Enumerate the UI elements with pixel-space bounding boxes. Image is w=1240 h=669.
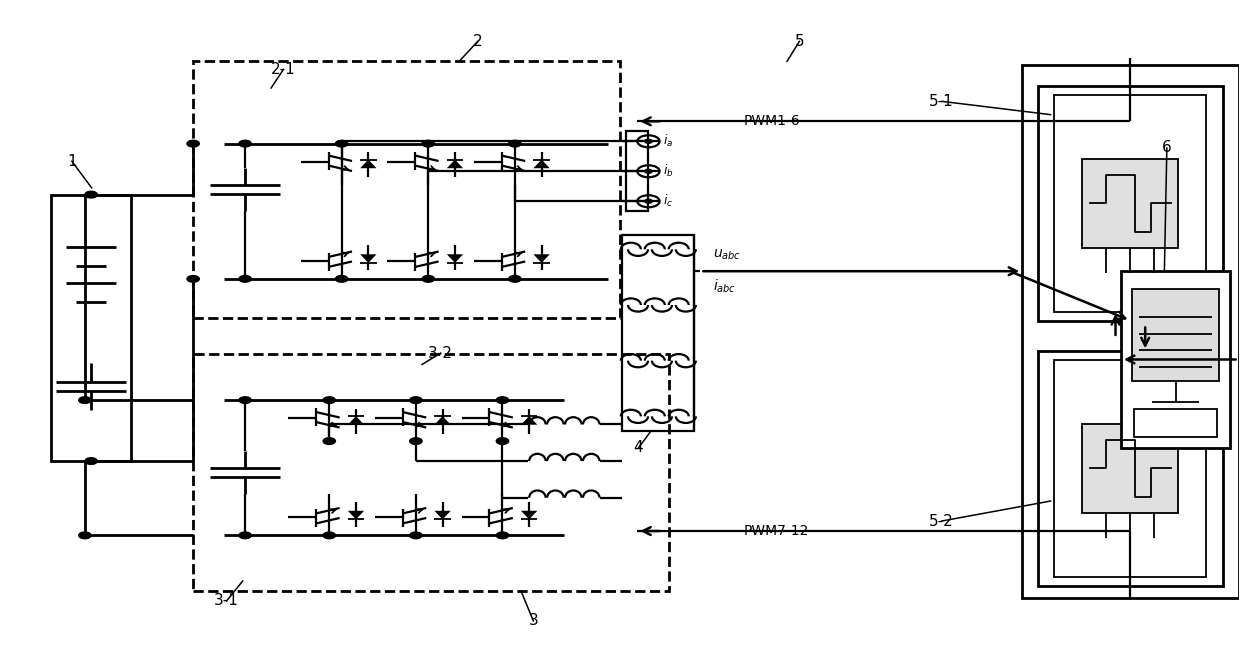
Bar [1132, 289, 1219, 381]
Text: 5: 5 [795, 34, 805, 49]
Circle shape [239, 532, 252, 539]
Bar [1054, 94, 1207, 312]
Circle shape [496, 438, 508, 444]
Polygon shape [434, 511, 451, 519]
Circle shape [78, 532, 91, 539]
Circle shape [496, 397, 508, 403]
Circle shape [496, 532, 508, 539]
Text: $i_{abc}$: $i_{abc}$ [713, 277, 737, 294]
Polygon shape [446, 160, 463, 168]
Text: 2: 2 [472, 34, 482, 49]
Circle shape [336, 276, 347, 282]
Circle shape [239, 140, 252, 147]
Bar [1038, 86, 1223, 320]
Bar [51, 195, 131, 461]
Text: 3-2: 3-2 [428, 346, 453, 361]
Bar [1121, 271, 1230, 448]
Text: $i_c$: $i_c$ [663, 193, 673, 209]
Circle shape [84, 191, 97, 198]
Text: 5-1: 5-1 [929, 94, 954, 109]
Circle shape [84, 458, 97, 464]
Circle shape [239, 397, 252, 403]
Circle shape [187, 276, 200, 282]
Circle shape [324, 532, 336, 539]
Polygon shape [434, 416, 451, 425]
Circle shape [508, 140, 521, 147]
Text: $i_b$: $i_b$ [663, 163, 673, 179]
Circle shape [324, 397, 336, 403]
Circle shape [324, 438, 336, 444]
Polygon shape [521, 416, 537, 425]
Polygon shape [360, 160, 377, 168]
Bar [1038, 351, 1223, 585]
Circle shape [422, 276, 434, 282]
Polygon shape [347, 416, 365, 425]
Bar [1083, 424, 1178, 513]
Circle shape [336, 140, 347, 147]
Text: 3-1: 3-1 [215, 593, 239, 609]
Polygon shape [446, 254, 463, 263]
Text: 1: 1 [67, 154, 77, 169]
Text: $u_{abc}$: $u_{abc}$ [713, 248, 742, 262]
Text: 5-2: 5-2 [929, 514, 954, 529]
Bar [622, 235, 694, 431]
Circle shape [645, 169, 652, 173]
Circle shape [409, 438, 422, 444]
Polygon shape [521, 511, 537, 519]
Bar [1054, 360, 1207, 577]
Bar [1083, 159, 1178, 248]
Bar [626, 131, 649, 211]
Circle shape [409, 397, 422, 403]
Text: $i_a$: $i_a$ [663, 133, 673, 149]
Polygon shape [347, 511, 365, 519]
Polygon shape [533, 160, 549, 168]
Bar [193, 62, 620, 318]
Bar [193, 355, 670, 591]
Polygon shape [533, 254, 549, 263]
Text: PWM7-12: PWM7-12 [744, 524, 808, 538]
Circle shape [645, 199, 652, 203]
Circle shape [239, 276, 252, 282]
Text: 3: 3 [528, 613, 538, 628]
Text: 6: 6 [1162, 140, 1172, 155]
Circle shape [422, 140, 434, 147]
Text: PWM1-6: PWM1-6 [744, 114, 801, 128]
Bar [1022, 65, 1239, 597]
Text: 2-1: 2-1 [272, 62, 296, 77]
Circle shape [409, 532, 422, 539]
Circle shape [645, 139, 652, 143]
Circle shape [508, 276, 521, 282]
Text: 4: 4 [634, 440, 644, 456]
Polygon shape [360, 254, 377, 263]
Circle shape [187, 140, 200, 147]
Bar [1135, 409, 1216, 437]
Circle shape [78, 397, 91, 403]
